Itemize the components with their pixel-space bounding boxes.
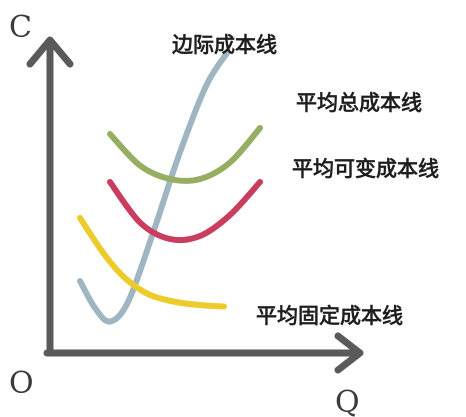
series-line-marginal-cost xyxy=(77,50,230,325)
series-label-average-fixed-cost: 平均固定成本线 xyxy=(256,304,403,328)
y-axis-arrowhead xyxy=(26,36,74,68)
series-line-average-variable-cost xyxy=(107,179,263,244)
series-label-average-variable-cost: 平均可变成本线 xyxy=(292,157,439,181)
series-label-marginal-cost: 边际成本线 xyxy=(172,33,277,57)
origin-label: O xyxy=(9,366,34,401)
x-axis-label: Q xyxy=(335,385,360,417)
axes xyxy=(26,36,364,374)
y-axis-label: C xyxy=(9,10,32,45)
series-line-average-total-cost xyxy=(107,125,263,184)
series-label-average-total-cost: 平均总成本线 xyxy=(296,91,422,115)
series-labels: 边际成本线 平均总成本线 平均可变成本线 平均固定成本线 xyxy=(172,33,439,328)
series-curves xyxy=(77,50,263,325)
series-line-average-fixed-cost xyxy=(77,215,227,310)
x-axis-arrowhead xyxy=(334,332,364,374)
